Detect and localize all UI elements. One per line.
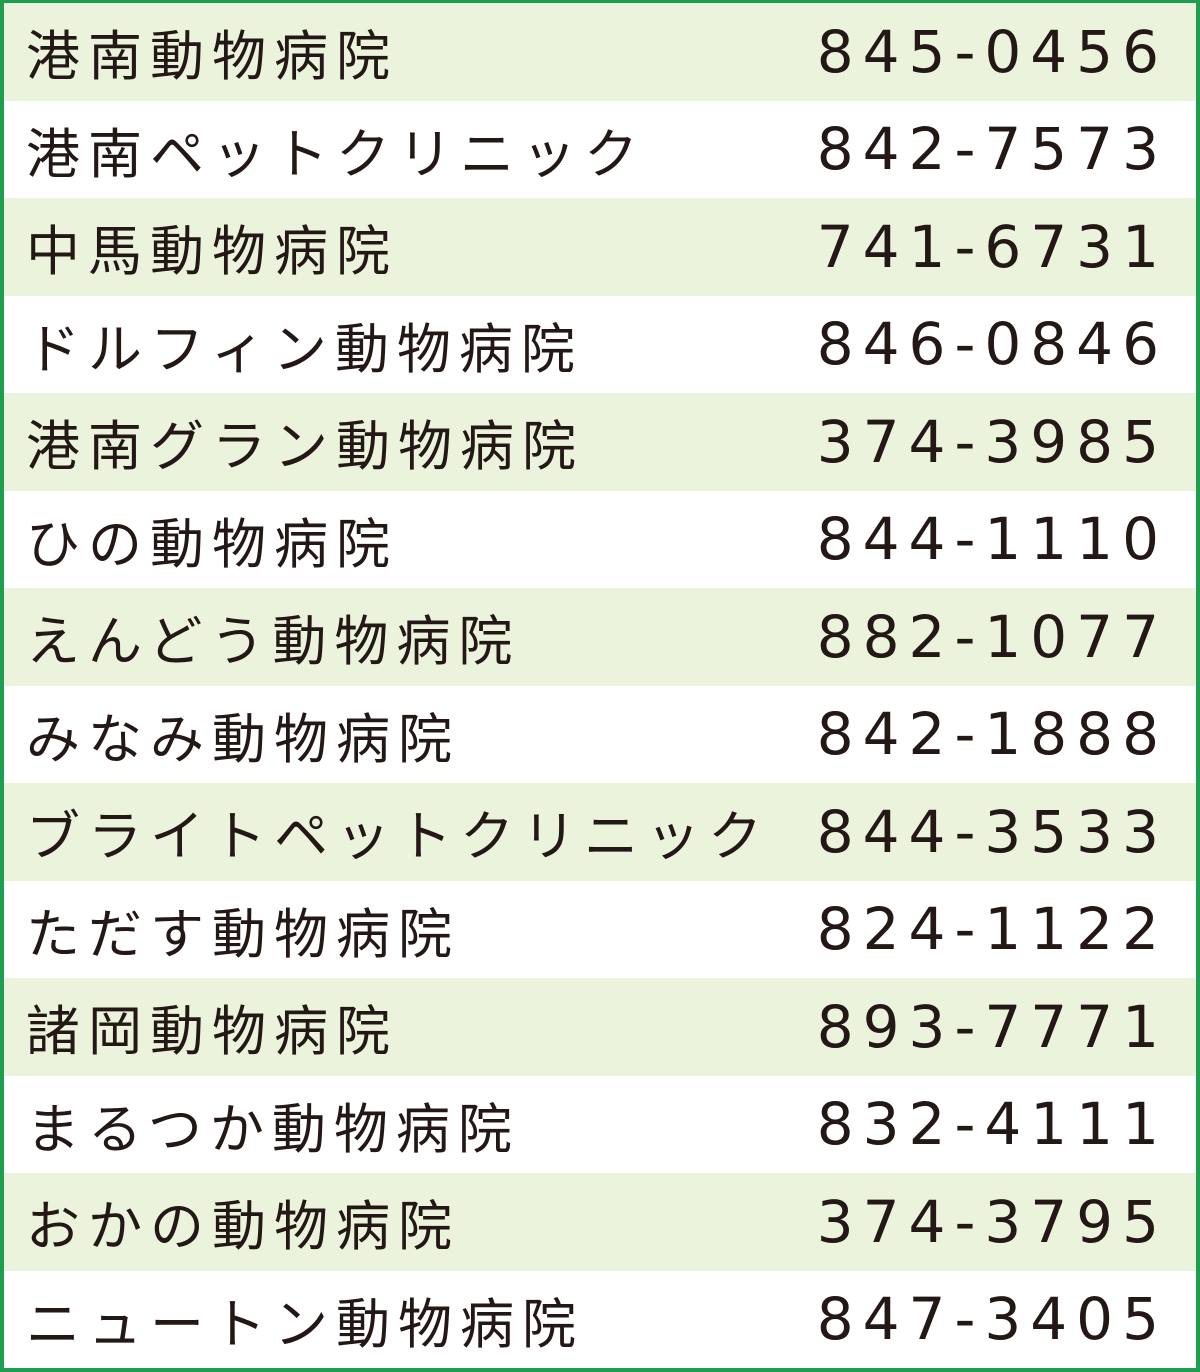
clinic-phone: 832-4111	[816, 1090, 1168, 1159]
clinic-name: 諸岡動物病院	[26, 1000, 398, 1064]
table-row: 港南グラン動物病院 374-3985	[4, 393, 1196, 491]
clinic-name: ドルフィン動物病院	[26, 317, 583, 381]
clinic-name: ひの動物病院	[26, 512, 398, 576]
clinic-name: おかの動物病院	[26, 1195, 460, 1259]
clinic-name: まるつか動物病院	[26, 1097, 520, 1161]
clinic-name: 港南ペットクリニック	[26, 122, 646, 186]
table-row: みなみ動物病院 842-1888	[4, 686, 1196, 784]
table-row: えんどう動物病院 882-1077	[4, 588, 1196, 686]
clinic-phone: 882-1077	[816, 602, 1168, 671]
clinic-phone: 842-7573	[816, 115, 1168, 184]
table-row: 港南ペットクリニック 842-7573	[4, 101, 1196, 199]
clinic-phone: 845-0456	[816, 17, 1168, 86]
table-row: ひの動物病院 844-1110	[4, 491, 1196, 589]
clinic-phone: 374-3795	[816, 1187, 1168, 1256]
table-row: ただす動物病院 824-1122	[4, 881, 1196, 979]
clinic-phone: 893-7771	[816, 992, 1168, 1061]
clinic-phone: 847-3405	[816, 1285, 1168, 1354]
table-row: 港南動物病院 845-0456	[4, 3, 1196, 101]
clinic-name: 中馬動物病院	[26, 220, 398, 284]
clinic-name: ただす動物病院	[26, 902, 460, 966]
clinic-phone: 741-6731	[816, 212, 1168, 281]
table-row: 諸岡動物病院 893-7771	[4, 978, 1196, 1076]
clinic-phone: 846-0846	[816, 310, 1168, 379]
table-row: ブライトペットクリニック 844-3533	[4, 783, 1196, 881]
clinic-name: えんどう動物病院	[26, 610, 521, 674]
clinic-name: みなみ動物病院	[26, 707, 460, 771]
clinic-phone: 842-1888	[816, 700, 1168, 769]
clinic-name: ニュートン動物病院	[26, 1292, 584, 1356]
table-row: ドルフィン動物病院 846-0846	[4, 296, 1196, 394]
clinic-phone: 844-3533	[816, 797, 1168, 866]
clinic-name: 港南動物病院	[26, 25, 398, 89]
clinic-name: ブライトペットクリニック	[26, 805, 770, 869]
table-row: ニュートン動物病院 847-3405	[4, 1271, 1196, 1369]
clinic-name: 港南グラン動物病院	[26, 415, 584, 479]
clinic-phone: 844-1110	[816, 505, 1168, 574]
table-row: 中馬動物病院 741-6731	[4, 198, 1196, 296]
table-row: まるつか動物病院 832-4111	[4, 1076, 1196, 1174]
table-row: おかの動物病院 374-3795	[4, 1173, 1196, 1271]
clinic-phone: 824-1122	[816, 895, 1168, 964]
clinic-phone: 374-3985	[816, 407, 1168, 476]
